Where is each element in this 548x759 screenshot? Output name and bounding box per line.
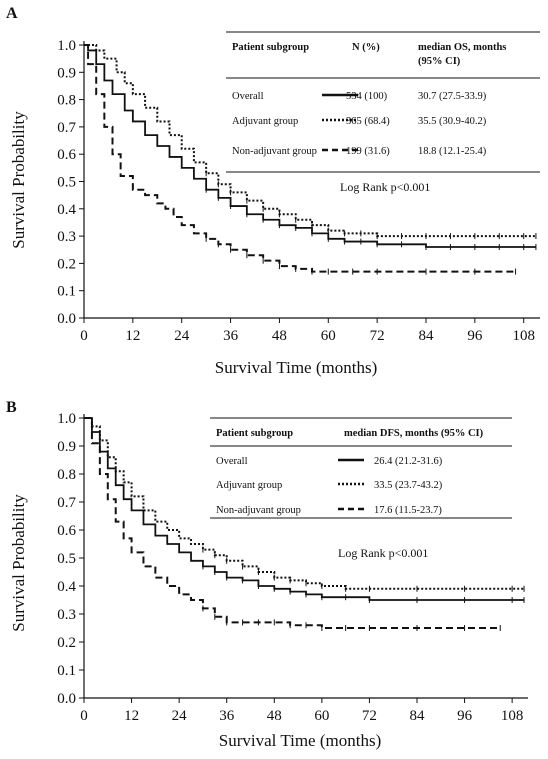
x-tick-label: 24	[172, 708, 188, 724]
legend-entry-n: 534 (100)	[346, 91, 388, 102]
y-tick-label: 0.1	[57, 284, 76, 300]
series-line-adjuvant-group	[84, 44, 536, 238]
axes-frame	[83, 41, 540, 319]
legend-entry-median: 35.5 (30.9-40.2)	[418, 116, 487, 127]
plot-area-a: 0.0 0.1 0.2 0.3 0.4 0.5 0.6 0.7 0.8 0.9 1.0 0 12 24 36…	[57, 38, 540, 344]
x-tick-label: 48	[272, 328, 287, 344]
log-rank-annotation: Log Rank p<0.001	[338, 546, 428, 560]
y-tick-label: 0.0	[57, 691, 76, 707]
legend-entry-median: 33.5 (23.7-43.2)	[374, 480, 443, 491]
y-tick-label: 0.2	[57, 256, 76, 272]
x-tick-label: 108	[501, 708, 524, 724]
legend-entry-name: Non-adjuvant group	[232, 146, 317, 157]
legend-entry-name: Overall	[216, 456, 248, 467]
y-tick-label: 0.6	[57, 147, 76, 163]
censor-marks	[202, 605, 501, 631]
censor-marks	[205, 170, 537, 240]
y-tick-label: 0.7	[57, 120, 76, 136]
legend-header: median DFS, months (95% CI)	[344, 428, 484, 439]
chart-panel-a: A 0.0 0.1 0.2 0.3 0.4 0.5 0.6 0.7 0.8 0.9 1.0 0 12 24…	[6, 5, 540, 377]
y-tick-label: 1.0	[57, 38, 76, 54]
y-tick-label: 0.5	[57, 175, 76, 191]
legend-b: Patient subgroup median DFS, months (95% …	[210, 417, 512, 560]
x-tick-label: 60	[321, 328, 336, 344]
log-rank-annotation: Log Rank p<0.001	[340, 180, 430, 194]
y-axis-label-a: Survival Probability	[9, 111, 28, 249]
y-tick-label: 0.3	[57, 607, 76, 623]
legend-entry-median: 18.8 (12.1-25.4)	[418, 146, 487, 157]
x-tick-label: 84	[410, 708, 426, 724]
y-axis-label-b: Survival Probability	[9, 494, 28, 632]
y-tick-label: 0.8	[57, 93, 76, 109]
censor-marks	[202, 546, 525, 592]
x-tick-label: 12	[125, 328, 140, 344]
y-tick-label: 0.4	[57, 202, 76, 218]
legend-entry-n: 365 (68.4)	[346, 116, 390, 127]
series-line-non-adjuvant-group	[84, 44, 516, 273]
censor-marks	[205, 186, 537, 251]
y-tick-label: 0.9	[57, 439, 76, 455]
x-tick-label: 84	[419, 328, 435, 344]
y-tick-label: 1.0	[57, 411, 76, 427]
y-tick-label: 0.5	[57, 551, 76, 567]
chart-panel-b: B 0.0 0.1 0.2 0.3 0.4 0.5 0.6 0.7 0.8 0.9 1.0 0 12 24…	[6, 399, 528, 750]
x-tick-label: 72	[370, 328, 385, 344]
series-line-overall	[84, 417, 525, 601]
x-tick-label: 72	[362, 708, 377, 724]
x-tick-label: 24	[174, 328, 190, 344]
x-tick-label: 12	[124, 708, 139, 724]
legend-entry-median: 26.4 (21.2-31.6)	[374, 456, 443, 467]
y-tick-label: 0.2	[57, 635, 76, 651]
panel-letter-a: A	[6, 5, 18, 22]
legend-entry-name: Overall	[232, 91, 264, 102]
panel-letter-b: B	[6, 399, 17, 416]
x-tick-label: 96	[457, 708, 473, 724]
legend-header: median OS, months (95% CI)	[418, 42, 506, 67]
x-tick-label: 0	[80, 328, 88, 344]
x-tick-label: 36	[219, 708, 235, 724]
y-tick-label: 0.0	[57, 311, 76, 327]
y-tick-label: 0.4	[57, 579, 76, 595]
y-tick-label: 0.9	[57, 65, 76, 81]
legend-header: Patient subgroup	[232, 42, 309, 53]
legend-entry-n: 199 (31.6)	[346, 146, 390, 157]
y-tick-label: 0.6	[57, 523, 76, 539]
x-tick-label: 36	[223, 328, 239, 344]
legend-entry-name: Adjuvant group	[216, 480, 282, 491]
y-tick-label: 0.7	[57, 495, 76, 511]
legend-entry-name: Adjuvant group	[232, 116, 298, 127]
censor-marks	[205, 235, 517, 275]
y-tick-label: 0.1	[57, 663, 76, 679]
legend-entry-median: 17.6 (11.5-23.7)	[374, 505, 442, 516]
legend-a: Patient subgroup N (%) median OS, months (9…	[226, 31, 540, 194]
plot-area-b: 0.0 0.1 0.2 0.3 0.4 0.5 0.6 0.7 0.8 0.9 1.0 0 12 24 36…	[57, 411, 528, 724]
series-line-adjuvant-group	[84, 417, 525, 590]
x-tick-label: 0	[80, 708, 88, 724]
censor-marks	[202, 563, 525, 603]
legend-header: N (%)	[352, 42, 380, 53]
y-tick-label: 0.8	[57, 467, 76, 483]
legend-header: Patient subgroup	[216, 428, 293, 439]
axes-frame	[83, 414, 528, 699]
x-tick-label: 48	[267, 708, 282, 724]
legend-entry-name: Non-adjuvant group	[216, 505, 301, 516]
x-axis-label-a: Survival Time (months)	[215, 358, 377, 377]
x-axis-label-b: Survival Time (months)	[219, 731, 381, 750]
x-tick-label: 60	[314, 708, 329, 724]
series-line-non-adjuvant-group	[84, 417, 501, 629]
y-tick-label: 0.3	[57, 229, 76, 245]
x-tick-label: 96	[467, 328, 483, 344]
x-tick-label: 108	[512, 328, 535, 344]
legend-entry-median: 30.7 (27.5-33.9)	[418, 91, 487, 102]
